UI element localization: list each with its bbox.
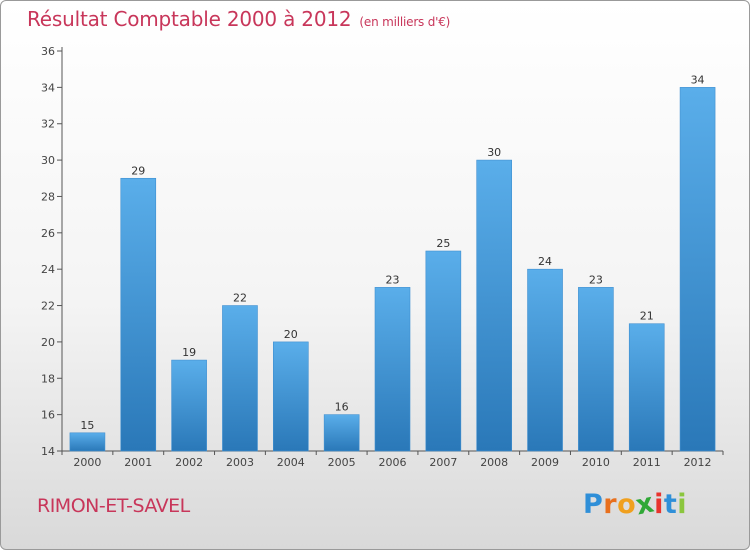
bar (120, 177, 157, 452)
y-tick-label: 26 (41, 227, 55, 240)
bar-value-label: 16 (335, 401, 349, 414)
logo-letter: i (654, 489, 664, 520)
x-tick-label: 2010 (582, 456, 610, 469)
bar (273, 341, 309, 452)
bar-value-label: 22 (233, 292, 247, 305)
bar-value-label: 24 (538, 255, 552, 268)
logo-letter: o (617, 489, 637, 520)
x-tick-label: 2011 (633, 456, 661, 469)
place-name: RIMON-ET-SAVEL (37, 495, 190, 517)
y-tick-label: 36 (41, 45, 55, 58)
bar (679, 87, 716, 452)
bar (323, 414, 360, 452)
bar-value-label: 30 (487, 146, 501, 159)
bar (374, 287, 411, 452)
y-tick-label: 34 (41, 81, 55, 94)
x-tick-label: 2008 (480, 456, 508, 469)
y-tick-label: 14 (41, 445, 55, 458)
x-tick-label: 2004 (277, 456, 305, 469)
bar-value-label: 23 (386, 273, 400, 286)
x-tick-label: 2007 (429, 456, 457, 469)
bar-value-label: 23 (589, 273, 603, 286)
bar (527, 268, 563, 452)
proxiti-logo: Proxiti (583, 487, 688, 521)
y-tick-label: 18 (41, 372, 55, 385)
x-tick-label: 2001 (124, 456, 152, 469)
x-tick-label: 2009 (531, 456, 559, 469)
bar-value-label: 20 (284, 328, 298, 341)
bar-value-label: 34 (691, 73, 705, 86)
y-tick-label: 16 (41, 409, 55, 422)
chart-title-text: Résultat Comptable 2000 à 2012 (27, 7, 352, 31)
x-tick-label: 2006 (379, 456, 407, 469)
y-tick-label: 20 (41, 336, 55, 349)
chart-title: Résultat Comptable 2000 à 2012 (en millie… (27, 7, 450, 31)
y-tick-label: 28 (41, 190, 55, 203)
bar (222, 305, 258, 452)
x-tick-label: 2002 (175, 456, 203, 469)
bar (476, 159, 512, 452)
logo-letter: i (677, 489, 688, 520)
logo-letter: r (603, 489, 618, 520)
bar (578, 287, 614, 452)
y-tick-label: 22 (41, 300, 55, 313)
x-tick-label: 2000 (73, 456, 101, 469)
bar-value-label: 15 (80, 419, 94, 432)
x-tick-label: 2012 (684, 456, 712, 469)
x-tick-label: 2005 (328, 456, 356, 469)
bar (171, 359, 207, 452)
y-tick-label: 24 (41, 263, 55, 276)
x-tick-label: 2003 (226, 456, 254, 469)
bar-value-label: 21 (640, 310, 654, 323)
bar-value-label: 19 (182, 346, 196, 359)
logo-letter: P (583, 489, 604, 520)
bar-value-label: 29 (131, 164, 145, 177)
bar (69, 432, 106, 452)
bar (628, 323, 665, 452)
y-tick-label: 32 (41, 118, 55, 131)
chart-unit-label: (en milliers d'€) (359, 15, 451, 29)
y-tick-label: 30 (41, 154, 55, 167)
bar-value-label: 25 (436, 237, 450, 250)
logo-letter: t (663, 489, 678, 520)
bar (425, 250, 462, 452)
